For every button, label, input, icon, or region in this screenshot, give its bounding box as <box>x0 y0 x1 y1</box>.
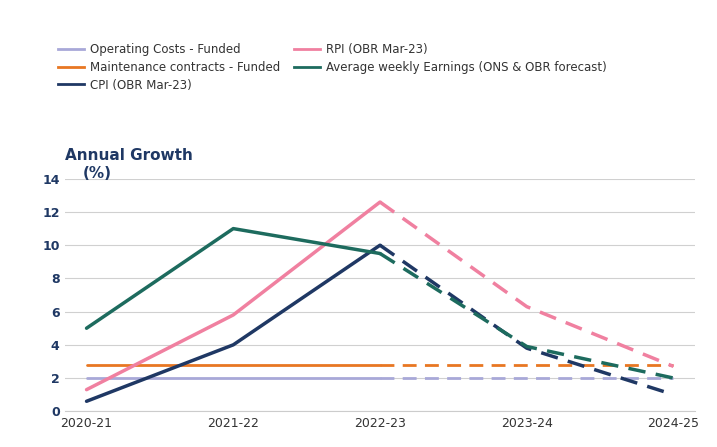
Legend: Operating Costs - Funded, Maintenance contracts - Funded, CPI (OBR Mar-23), RPI : Operating Costs - Funded, Maintenance co… <box>58 43 607 92</box>
Text: (%): (%) <box>82 166 111 181</box>
Text: Annual Growth: Annual Growth <box>65 148 192 163</box>
